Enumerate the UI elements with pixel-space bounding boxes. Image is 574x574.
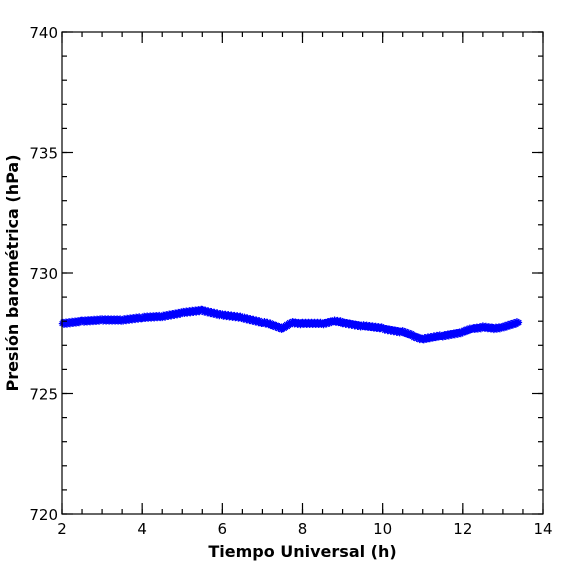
data-point <box>326 320 333 327</box>
x-tick-label: 8 <box>298 520 308 538</box>
x-tick-label: 6 <box>218 520 228 538</box>
axis-ticks: 2 4 6 8 10 12 14 720 725 730 735 740 <box>29 24 552 538</box>
y-tick-label: 735 <box>29 145 58 163</box>
x-tick-label: 14 <box>533 520 552 538</box>
data-point <box>496 326 504 333</box>
data-point <box>215 310 222 318</box>
y-tick-label: 730 <box>29 265 58 283</box>
plot-frame <box>61 31 544 515</box>
data-point <box>399 327 406 334</box>
data-points <box>58 305 523 344</box>
x-tick-label: 4 <box>137 520 147 538</box>
data-point <box>477 325 485 333</box>
data-point <box>322 318 329 326</box>
y-tick-label: 740 <box>29 24 58 42</box>
x-tick-label: 12 <box>453 520 472 538</box>
data-point <box>320 321 327 329</box>
y-tick-label: 720 <box>29 506 58 524</box>
data-point <box>402 328 409 335</box>
data-point <box>337 317 344 324</box>
data-point <box>286 319 293 326</box>
data-point <box>415 333 422 341</box>
x-tick-label: 10 <box>373 520 392 538</box>
data-point <box>267 319 274 326</box>
data-point <box>457 330 465 338</box>
data-point <box>319 319 326 327</box>
y-axis-label: Presión barométrica (hPa) <box>3 154 22 391</box>
y-tick-label: 725 <box>29 386 58 404</box>
data-point <box>405 329 412 336</box>
data-point <box>280 322 287 330</box>
x-axis-label: Tiempo Universal (h) <box>208 542 396 561</box>
data-point <box>325 318 332 325</box>
data-point <box>409 331 416 338</box>
data-point <box>279 325 286 333</box>
data-point <box>515 319 523 326</box>
data-point <box>283 321 290 328</box>
data-point <box>412 332 419 339</box>
x-tick-label: 2 <box>57 520 67 538</box>
data-point <box>282 323 289 331</box>
data-point <box>323 321 330 328</box>
data-point <box>317 318 324 326</box>
